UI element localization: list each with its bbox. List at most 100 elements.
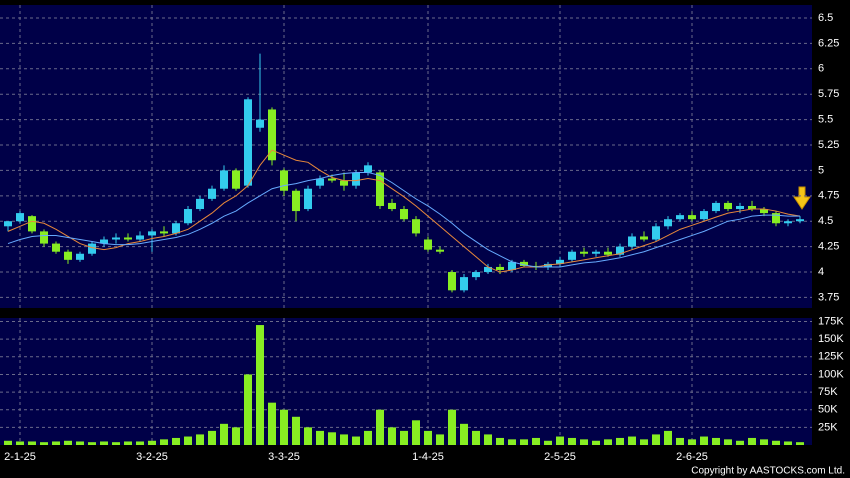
volume-bar	[580, 439, 588, 445]
candle-body	[796, 219, 804, 222]
volume-bar	[340, 434, 348, 445]
volume-bar	[520, 439, 528, 445]
y-tick-label: 4.75	[818, 190, 839, 202]
y-tick-label: 5.75	[818, 88, 839, 100]
volume-bar	[172, 437, 180, 445]
candle-body	[676, 215, 684, 220]
x-tick-label: 2-5-25	[544, 451, 576, 463]
candle-body	[148, 231, 156, 236]
volume-bar	[616, 437, 624, 445]
volume-bar	[448, 409, 456, 445]
candle-body	[640, 236, 648, 240]
x-tick-label: 2-1-25	[4, 451, 36, 463]
candle-body	[592, 251, 600, 254]
candle-body	[244, 99, 252, 186]
candle-body	[772, 213, 780, 224]
y-tick-label: 100K	[818, 368, 844, 380]
price-panel	[0, 5, 812, 308]
copyright: Copyright by AASTOCKS.com Ltd.	[691, 466, 845, 477]
candle-body	[712, 202, 720, 212]
candle-body	[760, 209, 768, 214]
candle-body	[232, 170, 240, 189]
candle-body	[256, 119, 264, 128]
volume-bar	[556, 436, 564, 445]
candle-body	[688, 215, 696, 220]
candle-body	[604, 251, 612, 255]
candle-body	[112, 237, 120, 240]
volume-bar	[256, 325, 264, 445]
candle-body	[616, 246, 624, 255]
candle-body	[736, 205, 744, 210]
volume-bar	[52, 441, 60, 445]
volume-bar	[436, 434, 444, 445]
volume-bar	[184, 436, 192, 445]
candle-body	[784, 221, 792, 224]
candle-body	[520, 261, 528, 266]
volume-bar	[772, 440, 780, 445]
volume-bar	[148, 440, 156, 445]
candle-body	[484, 266, 492, 273]
volume-bar	[592, 440, 600, 445]
volume-panel	[0, 318, 812, 445]
candle-body	[124, 237, 132, 240]
y-tick-label: 5.25	[818, 139, 839, 151]
volume-bar	[88, 442, 96, 445]
volume-bar	[712, 437, 720, 445]
candle-body	[748, 205, 756, 210]
volume-bar	[760, 439, 768, 445]
volume-bar	[16, 441, 24, 445]
volume-bar	[136, 441, 144, 445]
x-tick-label: 2-6-25	[676, 451, 708, 463]
volume-bar	[544, 440, 552, 445]
volume-bar	[220, 423, 228, 445]
candle-body	[568, 251, 576, 260]
candle-body	[340, 180, 348, 186]
candle-body	[460, 277, 468, 291]
volume-bar	[352, 436, 360, 445]
candle-body	[268, 109, 276, 161]
candle-body	[292, 190, 300, 212]
current-arrow	[793, 186, 811, 210]
volume-bar	[112, 442, 120, 445]
candle-body	[508, 261, 516, 270]
candle-body	[160, 231, 168, 234]
volume-bar	[748, 437, 756, 445]
candle-body	[196, 198, 204, 210]
candle-body	[208, 188, 216, 199]
candle-body	[496, 266, 504, 270]
volume-bar	[796, 442, 804, 445]
y-tick-label: 6	[818, 63, 824, 75]
candle-body	[76, 253, 84, 260]
volume-bar	[64, 440, 72, 445]
y-tick-label: 25K	[818, 421, 838, 433]
candle-body	[184, 209, 192, 224]
volume-bar	[388, 427, 396, 445]
candle-body	[544, 263, 552, 267]
volume-bar	[376, 409, 384, 445]
x-tick-label: 3-2-25	[136, 451, 168, 463]
candle-body	[700, 211, 708, 220]
moving-average-line	[7, 171, 800, 268]
volume-bar	[736, 440, 744, 445]
volume-bar	[28, 441, 36, 445]
candle-body	[40, 231, 48, 244]
candle-body	[352, 172, 360, 186]
candle-body	[280, 170, 288, 191]
volume-bar	[676, 437, 684, 445]
x-tick-label: 1-4-25	[412, 451, 444, 463]
candle-body	[532, 265, 540, 267]
candle-body	[400, 209, 408, 220]
moving-average-line	[7, 149, 801, 273]
y-tick-label: 3.75	[818, 291, 839, 303]
candle-body	[28, 216, 36, 232]
candle-body	[136, 235, 144, 240]
volume-bar	[280, 409, 288, 445]
candle-body	[472, 272, 480, 278]
volume-bar	[316, 430, 324, 445]
candle-body	[4, 221, 12, 227]
candle-body	[100, 239, 108, 244]
y-tick-label: 6.5	[818, 12, 833, 24]
volume-bar	[364, 430, 372, 445]
candle-body	[628, 236, 636, 247]
candle-body	[580, 251, 588, 254]
